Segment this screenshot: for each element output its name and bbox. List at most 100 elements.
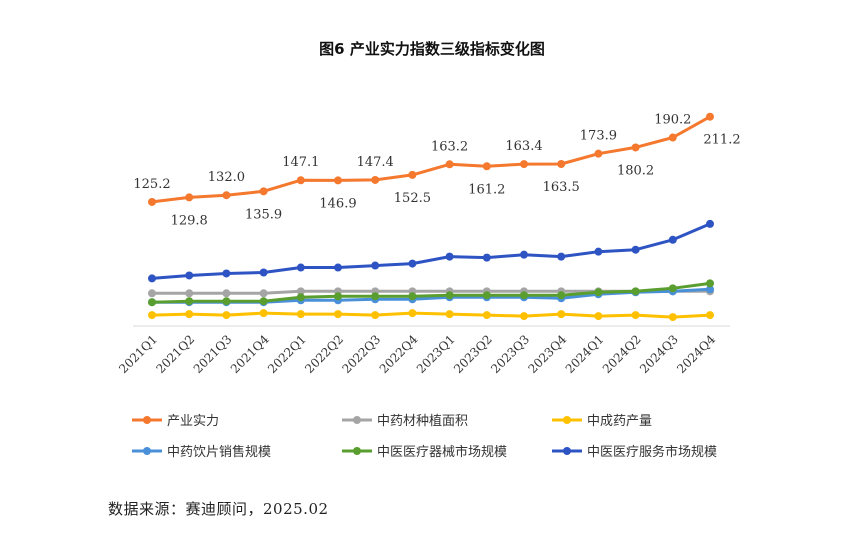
x-tick-label: 2022Q2 [302, 332, 346, 376]
data-label: 163.2 [431, 139, 468, 154]
data-point [371, 261, 380, 270]
data-point [557, 310, 566, 319]
legend-swatch-marker [353, 447, 361, 455]
data-point [371, 311, 380, 320]
data-point [594, 312, 603, 321]
x-tick-label: 2023Q4 [525, 332, 569, 376]
data-point [408, 309, 417, 318]
x-tick-label: 2023Q1 [414, 332, 458, 376]
data-point [408, 259, 417, 268]
data-source-note: 数据来源：赛迪顾问，2025.02 [108, 500, 329, 518]
data-point [706, 112, 714, 121]
data-point [631, 287, 640, 296]
data-point [445, 252, 454, 261]
data-point [259, 268, 268, 277]
data-point [334, 263, 342, 272]
data-point [371, 175, 380, 184]
data-label: 132.0 [208, 170, 245, 185]
data-point [594, 247, 603, 256]
data-point [222, 269, 231, 278]
data-point [668, 284, 677, 293]
data-point [482, 311, 491, 320]
data-point [296, 310, 305, 319]
series-4 [148, 279, 714, 307]
data-point [520, 250, 528, 259]
data-point [482, 162, 491, 171]
data-point [185, 193, 194, 202]
data-point [445, 291, 454, 300]
legend-item: 中药材种植面积 [342, 414, 468, 429]
data-point [148, 197, 156, 206]
data-label: 125.2 [133, 177, 170, 192]
data-point [222, 311, 231, 320]
data-point [668, 133, 677, 142]
data-point [185, 310, 194, 319]
data-point [482, 253, 491, 262]
legend-label: 中医医疗器械市场规模 [377, 444, 507, 460]
x-tick-label: 2023Q3 [488, 332, 532, 376]
x-tick-layer: 2021Q12021Q22021Q32021Q42022Q12022Q22022… [116, 332, 718, 376]
data-point [296, 176, 305, 185]
x-tick-label: 2021Q1 [116, 332, 160, 376]
data-label: 129.8 [171, 213, 208, 228]
data-point [259, 289, 268, 298]
data-label: 161.2 [468, 182, 505, 197]
legend-swatch-marker [353, 416, 361, 424]
series-2 [148, 309, 714, 322]
data-point [408, 292, 417, 301]
data-point [185, 271, 194, 280]
data-point [259, 297, 268, 306]
data-point [148, 289, 156, 298]
legend-swatch-marker [563, 447, 571, 455]
chart-title: 图6 产业实力指数三级指标变化图 [319, 40, 545, 58]
data-label: 146.9 [319, 196, 356, 211]
legend-item: 中成药产量 [552, 414, 652, 429]
data-point [557, 252, 566, 261]
data-point [631, 143, 640, 152]
series-line-2 [150, 311, 712, 319]
data-label: 163.5 [543, 180, 580, 195]
legend-label: 产业实力 [167, 414, 219, 429]
series-line-0 [150, 115, 712, 204]
data-point [482, 291, 491, 300]
data-point [706, 219, 714, 228]
x-tick-label: 2024Q4 [674, 332, 718, 376]
data-label: 135.9 [245, 207, 282, 222]
x-tick-label: 2021Q4 [228, 332, 272, 376]
legend-item: 中医医疗器械市场规模 [342, 444, 507, 460]
data-point [296, 287, 305, 296]
x-tick-label: 2022Q4 [377, 332, 421, 376]
data-label: 147.1 [282, 155, 319, 170]
data-point [445, 160, 454, 169]
data-point [668, 235, 677, 244]
data-label: 163.4 [505, 139, 542, 154]
data-point [222, 191, 231, 200]
data-point [408, 170, 417, 179]
data-point [631, 311, 640, 320]
data-point [445, 310, 454, 319]
data-label: 152.5 [394, 191, 431, 206]
x-tick-label: 2024Q3 [637, 332, 681, 376]
series-5 [148, 219, 714, 283]
data-point [706, 311, 714, 320]
data-point [334, 310, 342, 319]
data-point [222, 297, 231, 306]
data-point [371, 292, 380, 301]
legend-label: 中成药产量 [587, 414, 652, 429]
series-line-4 [150, 281, 712, 304]
legend-label: 中药饮片销售规模 [167, 444, 271, 460]
data-label-layer: 125.2 129.8 132.0 135.9 147.1 146.9 147.4 152.5… [133, 113, 740, 229]
legend-swatch-marker [563, 416, 571, 424]
data-point [668, 313, 677, 322]
data-point [185, 297, 194, 306]
data-label: 180.2 [617, 163, 654, 178]
data-label: 190.2 [654, 113, 691, 128]
legend-item: 产业实力 [132, 414, 219, 429]
data-point [520, 312, 528, 321]
data-point [296, 263, 305, 272]
data-point [222, 289, 231, 298]
data-point [706, 279, 714, 288]
data-point [631, 245, 640, 254]
